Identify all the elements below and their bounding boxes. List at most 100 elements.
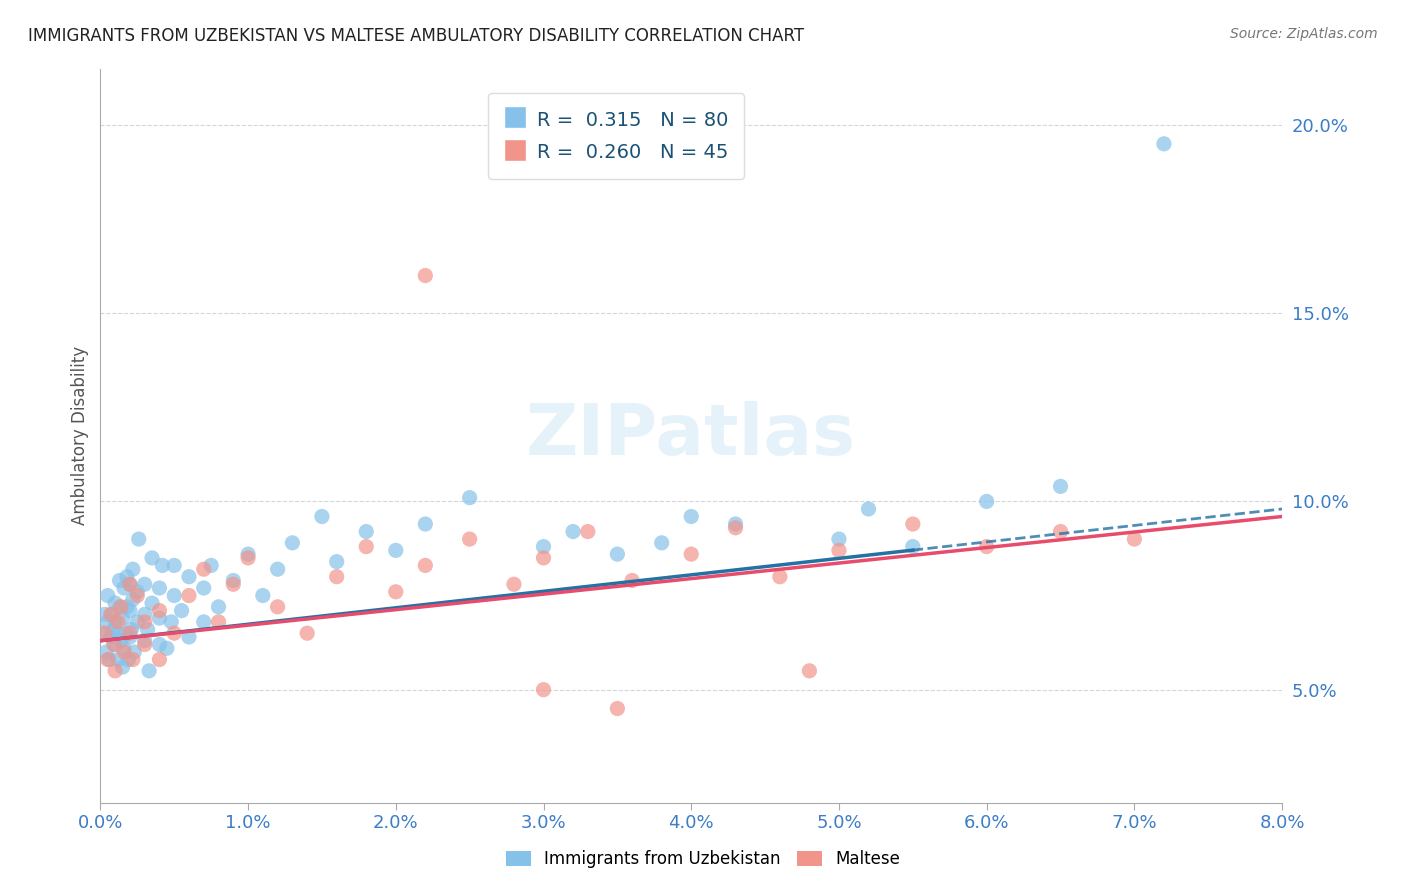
Point: [222, 574, 245, 588]
Point: [1153, 136, 1175, 151]
Point: [121, 562, 143, 576]
Point: [1123, 532, 1146, 546]
Point: [148, 611, 170, 625]
Point: [103, 623, 125, 637]
Point: [107, 652, 129, 666]
Point: [141, 550, 163, 565]
Point: [295, 626, 318, 640]
Point: [236, 547, 259, 561]
Point: [127, 615, 149, 629]
Point: [681, 547, 703, 561]
Point: [120, 623, 142, 637]
Point: [207, 615, 229, 629]
Point: [104, 596, 127, 610]
Point: [681, 509, 703, 524]
Point: [769, 570, 792, 584]
Point: [107, 615, 129, 629]
Point: [138, 664, 160, 678]
Point: [111, 660, 134, 674]
Point: [148, 638, 170, 652]
Point: [117, 652, 139, 666]
Point: [163, 558, 186, 573]
Point: [108, 574, 131, 588]
Point: [94, 626, 117, 640]
Point: [100, 630, 122, 644]
Point: [134, 615, 156, 629]
Point: [96, 645, 118, 659]
Point: [118, 577, 141, 591]
Point: [91, 626, 114, 640]
Point: [311, 509, 333, 524]
Point: [97, 615, 120, 629]
Point: [160, 615, 183, 629]
Point: [828, 532, 851, 546]
Point: [148, 581, 170, 595]
Point: [458, 532, 481, 546]
Point: [110, 599, 132, 614]
Point: [724, 516, 747, 531]
Point: [177, 570, 200, 584]
Point: [621, 574, 644, 588]
Point: [177, 589, 200, 603]
Point: [104, 638, 127, 652]
Point: [118, 577, 141, 591]
Point: [97, 652, 120, 666]
Point: [193, 581, 215, 595]
Point: [1049, 524, 1071, 539]
Point: [384, 543, 406, 558]
Point: [134, 577, 156, 591]
Point: [576, 524, 599, 539]
Point: [1049, 479, 1071, 493]
Point: [121, 652, 143, 666]
Point: [97, 589, 120, 603]
Point: [266, 599, 288, 614]
Point: [858, 502, 880, 516]
Point: [101, 607, 124, 622]
Point: [458, 491, 481, 505]
Point: [207, 599, 229, 614]
Point: [108, 599, 131, 614]
Point: [562, 524, 585, 539]
Point: [533, 682, 555, 697]
Point: [170, 604, 193, 618]
Point: [111, 611, 134, 625]
Point: [606, 701, 628, 715]
Point: [156, 641, 179, 656]
Point: [121, 592, 143, 607]
Point: [118, 626, 141, 640]
Point: [976, 494, 998, 508]
Point: [799, 664, 821, 678]
Point: [112, 641, 135, 656]
Point: [901, 516, 924, 531]
Point: [163, 589, 186, 603]
Point: [127, 589, 149, 603]
Point: [236, 550, 259, 565]
Point: [118, 630, 141, 644]
Point: [128, 532, 150, 546]
Point: [127, 584, 149, 599]
Point: [134, 638, 156, 652]
Point: [100, 607, 122, 622]
Point: [98, 652, 121, 666]
Point: [354, 540, 377, 554]
Text: IMMIGRANTS FROM UZBEKISTAN VS MALTESE AMBULATORY DISABILITY CORRELATION CHART: IMMIGRANTS FROM UZBEKISTAN VS MALTESE AM…: [28, 27, 804, 45]
Point: [325, 570, 347, 584]
Point: [114, 626, 136, 640]
Point: [415, 268, 437, 283]
Point: [177, 630, 200, 644]
Text: ZIPatlas: ZIPatlas: [526, 401, 856, 470]
Point: [150, 558, 173, 573]
Point: [222, 577, 245, 591]
Point: [415, 516, 437, 531]
Point: [724, 521, 747, 535]
Point: [115, 599, 138, 614]
Point: [115, 570, 138, 584]
Point: [281, 536, 304, 550]
Legend: Immigrants from Uzbekistan, Maltese: Immigrants from Uzbekistan, Maltese: [499, 844, 907, 875]
Point: [415, 558, 437, 573]
Point: [104, 615, 127, 629]
Point: [384, 584, 406, 599]
Text: Source: ZipAtlas.com: Source: ZipAtlas.com: [1230, 27, 1378, 41]
Point: [110, 633, 132, 648]
Point: [266, 562, 288, 576]
